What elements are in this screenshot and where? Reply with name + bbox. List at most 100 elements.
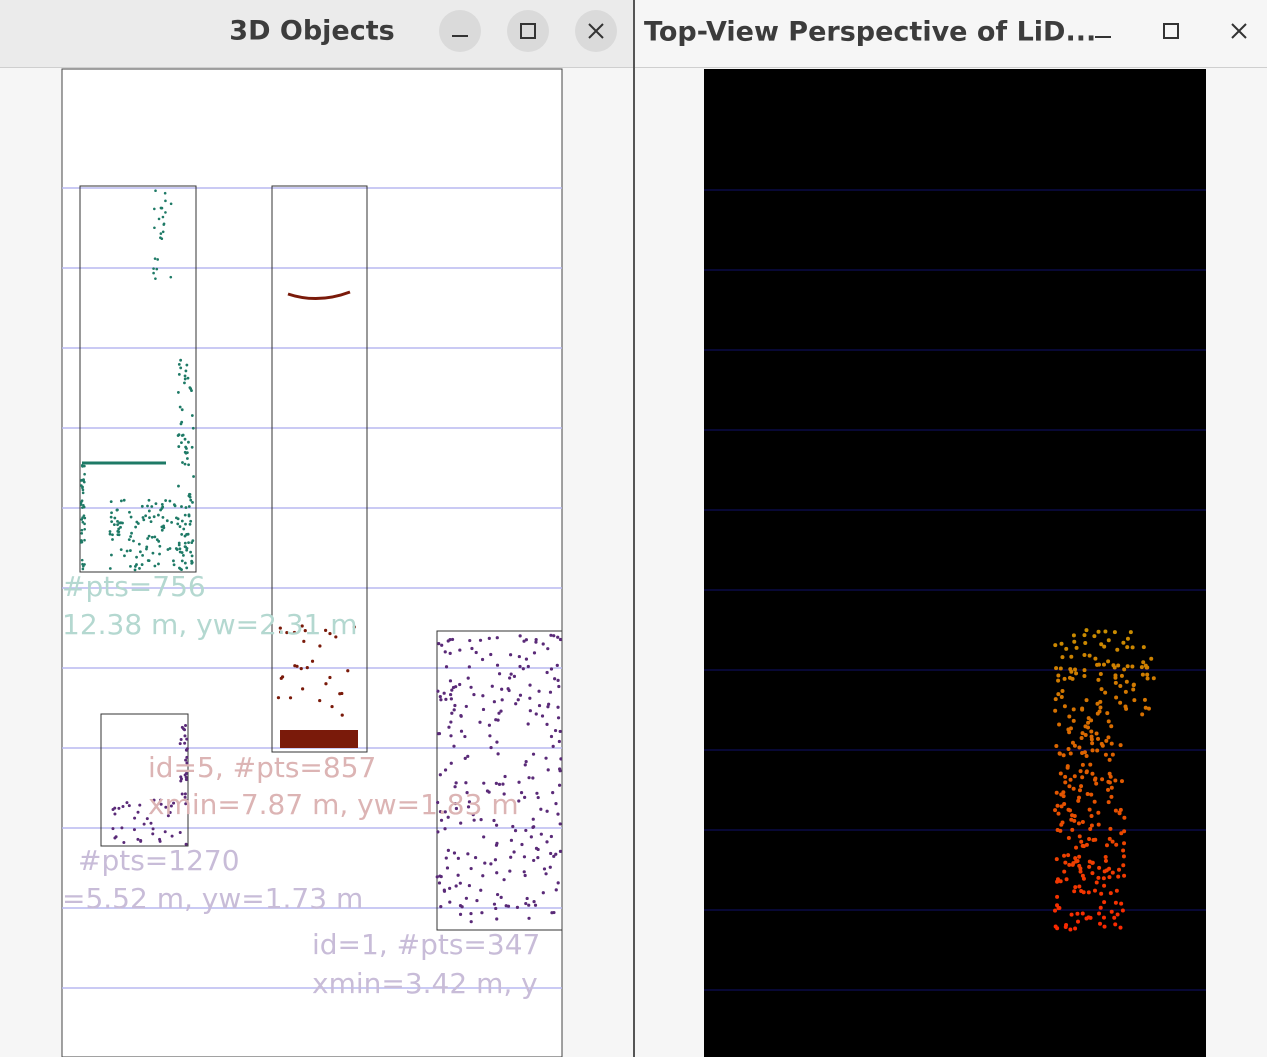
maximize-button[interactable]	[1163, 23, 1179, 39]
point	[1125, 636, 1130, 641]
point	[1102, 900, 1107, 905]
point	[487, 723, 492, 727]
point	[1071, 707, 1076, 712]
point	[443, 650, 447, 654]
point	[436, 800, 440, 805]
point	[163, 191, 167, 195]
point	[190, 541, 194, 545]
point	[449, 697, 453, 701]
point	[535, 791, 539, 795]
point	[1068, 777, 1073, 782]
point	[481, 707, 486, 712]
point	[467, 883, 471, 888]
point	[1080, 707, 1085, 712]
point	[1055, 803, 1060, 808]
point	[547, 702, 551, 706]
point	[473, 855, 478, 860]
point	[1071, 633, 1076, 638]
point	[80, 484, 83, 487]
point	[177, 433, 181, 437]
point	[151, 551, 155, 555]
point	[1082, 674, 1087, 679]
point	[448, 900, 452, 904]
point	[186, 376, 190, 380]
point	[501, 782, 505, 786]
point	[180, 519, 184, 523]
point	[146, 504, 149, 508]
close-button[interactable]	[1231, 23, 1247, 39]
canvas	[704, 69, 1206, 1057]
point	[1068, 751, 1073, 756]
point	[518, 634, 522, 638]
point	[1140, 672, 1145, 677]
point	[299, 666, 303, 671]
point	[1072, 774, 1077, 779]
point	[1084, 753, 1089, 758]
point	[1087, 807, 1092, 812]
point	[187, 440, 190, 444]
point	[172, 563, 176, 567]
point	[159, 802, 163, 806]
point	[1088, 826, 1093, 831]
point	[1077, 854, 1082, 859]
point	[328, 631, 332, 636]
point	[1113, 900, 1118, 905]
point	[168, 547, 172, 550]
point	[1054, 790, 1059, 795]
point	[80, 539, 83, 542]
point	[464, 781, 468, 785]
point	[130, 531, 133, 535]
point	[1069, 817, 1074, 822]
point	[161, 515, 165, 519]
point	[109, 515, 113, 519]
point	[474, 650, 478, 655]
point	[466, 754, 470, 758]
point	[1080, 762, 1085, 767]
point	[552, 910, 556, 915]
point	[151, 827, 155, 831]
point	[557, 684, 561, 689]
point	[542, 867, 547, 871]
point	[1080, 843, 1085, 848]
point	[1073, 856, 1078, 861]
point	[1098, 672, 1103, 677]
point	[531, 825, 535, 829]
point	[492, 818, 496, 823]
point	[180, 559, 184, 563]
point	[438, 810, 443, 814]
close-button[interactable]	[575, 10, 617, 52]
point	[183, 513, 187, 517]
point	[147, 559, 151, 562]
point	[80, 532, 84, 535]
point	[549, 633, 553, 637]
point	[1076, 798, 1081, 803]
point	[556, 705, 560, 709]
point	[81, 567, 85, 571]
point	[524, 657, 529, 661]
point	[1068, 927, 1073, 932]
minimize-button[interactable]	[439, 10, 481, 52]
grid	[62, 187, 562, 989]
point	[497, 782, 502, 787]
point	[1087, 837, 1092, 842]
point	[1089, 737, 1094, 742]
point	[1095, 748, 1100, 753]
point	[83, 527, 86, 531]
point	[440, 643, 444, 647]
point	[177, 484, 180, 488]
point	[487, 636, 491, 640]
point	[509, 653, 513, 657]
maximize-button[interactable]	[507, 10, 549, 52]
point	[1086, 720, 1091, 725]
point	[1077, 795, 1082, 800]
point	[495, 740, 499, 744]
point	[1058, 666, 1063, 671]
point	[1062, 853, 1067, 858]
point	[133, 816, 137, 820]
point	[1066, 746, 1071, 751]
point	[514, 702, 518, 706]
point	[493, 858, 498, 862]
point	[192, 475, 195, 478]
point	[464, 896, 469, 900]
point	[114, 835, 118, 839]
